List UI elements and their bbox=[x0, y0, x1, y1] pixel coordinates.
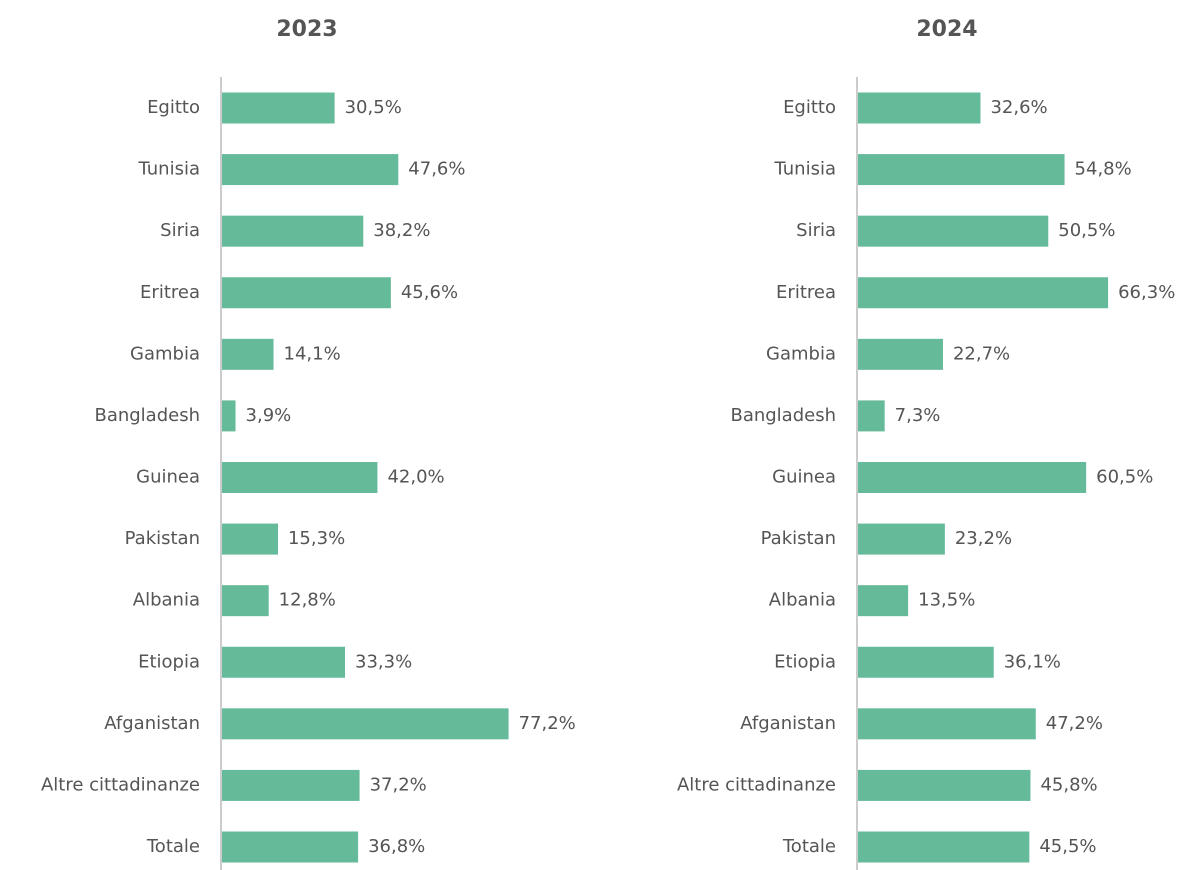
value-label: 45,6% bbox=[401, 282, 458, 303]
bar bbox=[221, 338, 274, 370]
bar bbox=[221, 277, 391, 309]
bar bbox=[221, 769, 360, 801]
value-label: 23,2% bbox=[955, 528, 1012, 549]
value-label: 13,5% bbox=[918, 590, 975, 611]
category-label: Egitto bbox=[147, 97, 200, 118]
category-label: Bangladesh bbox=[730, 405, 836, 426]
value-label: 36,8% bbox=[368, 836, 425, 857]
category-label: Altre cittadinanze bbox=[41, 774, 200, 795]
category-label: Totale bbox=[146, 836, 200, 857]
bar bbox=[857, 338, 943, 370]
value-label: 42,0% bbox=[387, 467, 444, 488]
value-label: 50,5% bbox=[1058, 220, 1115, 241]
category-label: Etiopia bbox=[138, 651, 200, 672]
bar bbox=[857, 462, 1087, 493]
bar bbox=[221, 585, 269, 617]
value-label: 45,8% bbox=[1040, 774, 1097, 795]
value-label: 14,1% bbox=[284, 343, 341, 364]
bar bbox=[857, 277, 1109, 309]
category-label: Altre cittadinanze bbox=[677, 774, 836, 795]
bar bbox=[857, 92, 981, 124]
category-label: Afganistan bbox=[740, 713, 836, 734]
value-label: 38,2% bbox=[373, 220, 430, 241]
bar bbox=[221, 462, 378, 493]
category-label: Etiopia bbox=[774, 651, 836, 672]
bar bbox=[221, 154, 399, 186]
bar bbox=[221, 215, 364, 247]
value-label: 33,3% bbox=[355, 651, 412, 672]
category-label: Totale bbox=[782, 836, 836, 857]
value-label: 3,9% bbox=[246, 405, 292, 426]
category-label: Guinea bbox=[772, 467, 836, 488]
category-label: Albania bbox=[133, 590, 200, 611]
bar bbox=[857, 523, 945, 555]
value-label: 66,3% bbox=[1118, 282, 1175, 303]
category-label: Gambia bbox=[130, 343, 200, 364]
category-label: Pakistan bbox=[125, 528, 200, 549]
chart-title: 2024 bbox=[916, 17, 977, 42]
bar bbox=[221, 92, 335, 124]
category-label: Afganistan bbox=[104, 713, 200, 734]
category-label: Guinea bbox=[136, 467, 200, 488]
bar bbox=[221, 831, 359, 863]
value-label: 15,3% bbox=[288, 528, 345, 549]
value-label: 32,6% bbox=[990, 97, 1047, 118]
value-label: 12,8% bbox=[279, 590, 336, 611]
value-label: 36,1% bbox=[1004, 651, 1061, 672]
category-label: Eritrea bbox=[140, 282, 200, 303]
value-label: 22,7% bbox=[953, 343, 1010, 364]
bar bbox=[221, 708, 509, 740]
category-label: Tunisia bbox=[774, 159, 837, 180]
value-label: 54,8% bbox=[1075, 159, 1132, 180]
bar bbox=[857, 708, 1036, 740]
category-label: Egitto bbox=[783, 97, 836, 118]
bar bbox=[857, 154, 1065, 186]
category-label: Pakistan bbox=[761, 528, 836, 549]
value-label: 30,5% bbox=[345, 97, 402, 118]
category-label: Albania bbox=[769, 590, 836, 611]
value-label: 45,5% bbox=[1039, 836, 1096, 857]
bar bbox=[221, 646, 346, 678]
category-label: Eritrea bbox=[776, 282, 836, 303]
bar bbox=[857, 215, 1049, 247]
value-label: 37,2% bbox=[370, 774, 427, 795]
bar bbox=[221, 523, 278, 555]
value-label: 77,2% bbox=[519, 713, 576, 734]
category-label: Gambia bbox=[766, 343, 836, 364]
value-label: 47,2% bbox=[1046, 713, 1103, 734]
category-label: Bangladesh bbox=[94, 405, 200, 426]
category-label: Tunisia bbox=[138, 159, 201, 180]
bar bbox=[221, 400, 236, 432]
bar bbox=[857, 585, 909, 617]
bar bbox=[857, 646, 994, 678]
bar bbox=[857, 400, 885, 432]
value-label: 47,6% bbox=[408, 159, 465, 180]
value-label: 7,3% bbox=[895, 405, 941, 426]
bar bbox=[857, 769, 1031, 801]
value-label: 60,5% bbox=[1096, 467, 1153, 488]
category-label: Siria bbox=[796, 220, 836, 241]
bar bbox=[857, 831, 1030, 863]
chart-title: 2023 bbox=[276, 17, 337, 42]
category-label: Siria bbox=[160, 220, 200, 241]
